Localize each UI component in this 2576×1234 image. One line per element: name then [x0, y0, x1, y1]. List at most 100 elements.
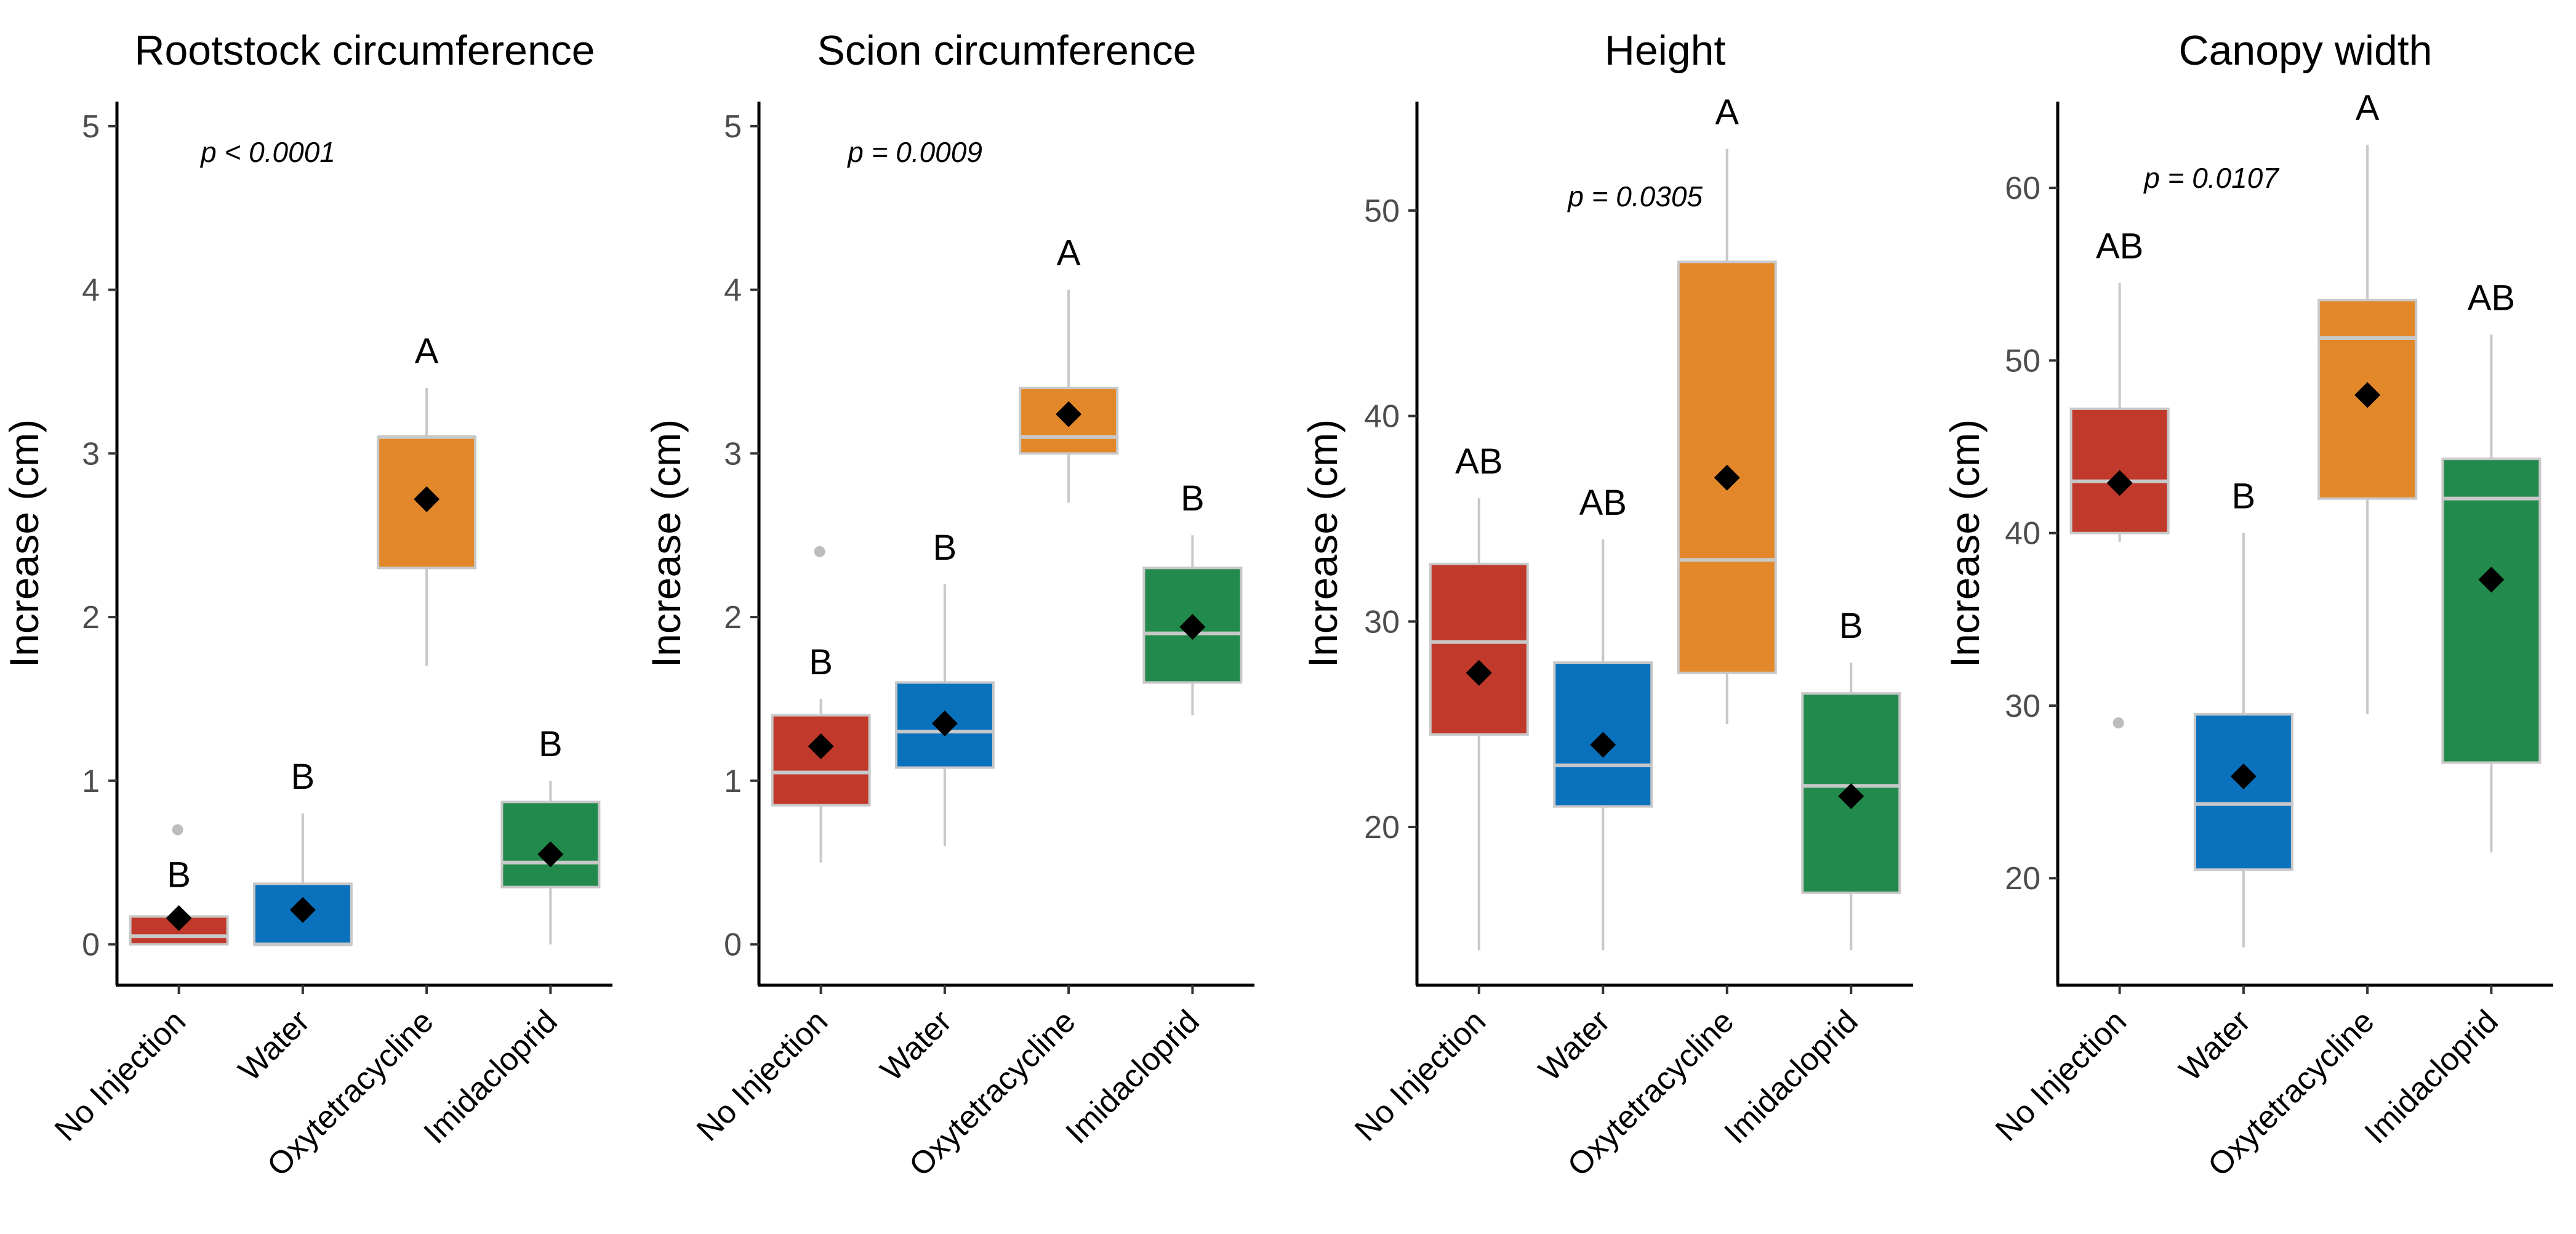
- box-no-injection: B: [129, 824, 229, 946]
- p-value-label: p < 0.0001: [199, 136, 335, 168]
- significance-letter: B: [539, 724, 563, 764]
- significance-letter: A: [1057, 233, 1081, 273]
- y-tick-label: 3: [724, 436, 742, 472]
- significance-letter: B: [809, 642, 833, 682]
- significance-letter: A: [2356, 88, 2380, 128]
- y-tick-label: 3: [82, 436, 100, 472]
- y-tick-label: 2: [82, 600, 100, 635]
- iqr-box: [1429, 562, 1529, 736]
- significance-letter: A: [1715, 92, 1739, 132]
- significance-letter: AB: [2096, 226, 2143, 266]
- box-oxytetracycline: A: [377, 331, 477, 666]
- mean-marker: [1466, 659, 1492, 686]
- significance-letter: B: [933, 528, 957, 568]
- mean-marker: [289, 897, 316, 923]
- x-tick-label: No Injection: [690, 1003, 835, 1148]
- outlier-point: [2113, 717, 2124, 728]
- iqr-box: [771, 714, 871, 807]
- box-no-injection: B: [771, 546, 871, 863]
- x-tick-label: Imidacloprid: [1059, 1003, 1206, 1150]
- x-tick-label: Water: [874, 1003, 959, 1088]
- y-axis-label: Increase (cm): [643, 419, 689, 667]
- x-tick-label: Water: [1532, 1003, 1617, 1088]
- box-oxytetracycline: A: [2317, 88, 2418, 714]
- box-oxytetracycline: A: [1677, 92, 1777, 725]
- p-value-label: p = 0.0107: [2143, 162, 2279, 194]
- y-tick-label: 5: [724, 109, 742, 145]
- outlier-point: [172, 824, 183, 836]
- x-tick-label: Water: [2173, 1003, 2258, 1088]
- panel-4: Canopy width Increase (cm) 20 30 40 50 60 p = 0…: [1942, 27, 2553, 1184]
- significance-letter: B: [2232, 477, 2256, 517]
- significance-letter: B: [1839, 606, 1863, 646]
- y-tick-label: 50: [1364, 193, 1400, 229]
- y-tick-label: 2: [724, 600, 742, 635]
- mean-marker: [2230, 763, 2257, 789]
- y-tick-label: 20: [1364, 810, 1400, 845]
- significance-letter: B: [1181, 478, 1205, 518]
- iqr-box: [1677, 260, 1777, 674]
- mean-marker: [1056, 401, 1082, 427]
- y-tick-label: 50: [2005, 343, 2040, 379]
- outlier-point: [814, 546, 825, 557]
- mean-marker: [537, 841, 564, 868]
- box-imidacloprid: B: [500, 724, 601, 945]
- y-axis-label: Increase (cm): [1, 419, 47, 667]
- box-no-injection: AB: [1429, 442, 1529, 951]
- mean-marker: [931, 710, 958, 736]
- y-tick-label: 40: [2005, 516, 2040, 552]
- y-tick-label: 1: [724, 764, 742, 799]
- y-tick-label: 30: [2005, 688, 2040, 724]
- box-water: B: [252, 757, 353, 946]
- panel-1: Rootstock circumference Increase (cm) 0 1 2 3…: [1, 27, 612, 1184]
- y-tick-label: 40: [1364, 399, 1400, 435]
- significance-letter: AB: [1455, 442, 1503, 482]
- x-tick-label: Imidacloprid: [1717, 1003, 1864, 1150]
- significance-letter: A: [415, 331, 439, 371]
- mean-marker: [2106, 470, 2133, 496]
- iqr-box: [2193, 712, 2293, 871]
- mean-marker: [1179, 614, 1206, 640]
- box-imidacloprid: AB: [2441, 278, 2542, 853]
- iqr-box: [2441, 458, 2542, 764]
- y-tick-label: 60: [2005, 171, 2040, 206]
- p-value-label: p = 0.0009: [846, 136, 982, 168]
- box-oxytetracycline: A: [1019, 233, 1119, 503]
- mean-marker: [166, 905, 192, 932]
- box-water: B: [2193, 477, 2293, 948]
- mean-marker: [2354, 382, 2381, 408]
- x-tick-label: No Injection: [48, 1003, 193, 1148]
- panel-title: Height: [1605, 27, 1726, 74]
- x-tick-label: No Injection: [1989, 1003, 2133, 1148]
- mean-marker: [1590, 732, 1616, 758]
- x-tick-label: Water: [232, 1003, 317, 1088]
- mean-marker: [2478, 567, 2505, 593]
- panel-title: Canopy width: [2178, 27, 2432, 74]
- panel-title: Rootstock circumference: [134, 27, 595, 74]
- iqr-box: [894, 681, 995, 769]
- y-tick-label: 30: [1364, 604, 1400, 640]
- mean-marker: [1714, 464, 1740, 491]
- mean-marker: [808, 733, 834, 760]
- y-axis-label: Increase (cm): [1942, 419, 1988, 667]
- x-tick-label: Imidacloprid: [2358, 1003, 2505, 1150]
- significance-letter: B: [167, 855, 191, 895]
- x-tick-label: No Injection: [1348, 1003, 1493, 1148]
- significance-letter: AB: [2468, 278, 2515, 318]
- y-tick-label: 4: [82, 273, 100, 308]
- box-water: B: [894, 528, 995, 847]
- x-tick-label: Imidacloprid: [417, 1003, 564, 1150]
- y-tick-label: 4: [724, 273, 742, 308]
- y-tick-label: 1: [82, 764, 100, 799]
- box-imidacloprid: B: [1801, 606, 1901, 951]
- box-water: AB: [1553, 483, 1653, 951]
- significance-letter: AB: [1579, 483, 1627, 523]
- significance-letter: B: [291, 757, 315, 797]
- p-value-label: p = 0.0305: [1567, 180, 1703, 212]
- y-tick-label: 20: [2005, 861, 2040, 897]
- panel-title: Scion circumference: [817, 27, 1196, 74]
- mean-marker: [1838, 783, 1864, 809]
- box-imidacloprid: B: [1142, 478, 1243, 716]
